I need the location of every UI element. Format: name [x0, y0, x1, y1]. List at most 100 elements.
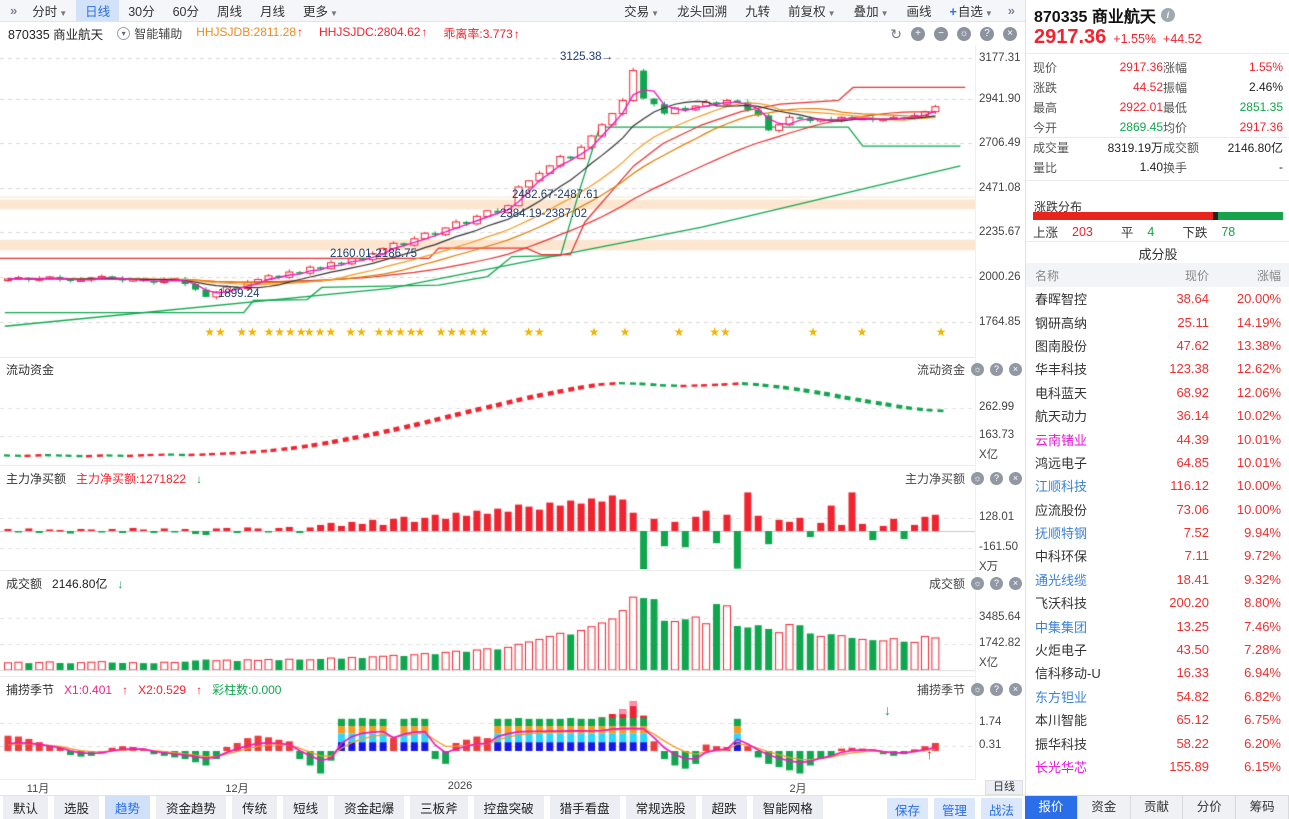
help-icon[interactable]: ? [980, 26, 994, 41]
toolbar-action-1[interactable]: 龙头回溯 [677, 5, 728, 19]
close-icon[interactable]: × [1009, 683, 1022, 696]
constituent-row[interactable]: 长光华芯 155.89 6.15% [1026, 755, 1289, 778]
constituent-row[interactable]: 火炬电子 43.50 7.28% [1026, 638, 1289, 661]
strategy-tab-7[interactable]: 三板斧 [410, 796, 468, 819]
strategy-tab-5[interactable]: 短线 [283, 796, 329, 819]
toolbar-action-5[interactable]: 画线 [906, 5, 932, 19]
gear-icon[interactable]: ☼ [957, 26, 971, 41]
constituent-row[interactable]: 东方钽业 54.82 6.82% [1026, 685, 1289, 708]
toolbar-action-4[interactable]: 叠加 ▼ [853, 5, 889, 19]
expand-right-icon[interactable]: » [1007, 3, 1015, 18]
distribution-count: 78 [1221, 224, 1236, 239]
constituent-row[interactable]: 中科环保 7.11 9.72% [1026, 544, 1289, 567]
toolbar-action-6[interactable]: +自选 ▼ [949, 5, 993, 19]
chart-window-icons: ↻ + − ☼? × [890, 25, 1017, 42]
action-button-1[interactable]: 管理 [933, 798, 975, 819]
constituent-row[interactable]: 航天动力 36.14 10.02% [1026, 404, 1289, 427]
strategy-tab-11[interactable]: 超跌 [701, 796, 747, 819]
constituent-name: 华丰科技 [1035, 362, 1088, 378]
info-icon[interactable]: i [1160, 8, 1175, 22]
close-icon[interactable]: × [1009, 577, 1022, 590]
down-arrow-icon: ↓ [117, 576, 124, 591]
gear-icon[interactable]: ☼ [971, 577, 984, 590]
smart-assist-toggle[interactable]: ▾ 智能辅助 [117, 25, 182, 42]
main-force-chart[interactable] [0, 465, 975, 569]
constituent-row[interactable]: 江顺科技 116.12 10.00% [1026, 474, 1289, 497]
constituent-row[interactable]: 抚顺特钢 7.52 9.94% [1026, 521, 1289, 544]
constituent-row[interactable]: 本川智能 65.12 6.75% [1026, 708, 1289, 731]
gear-icon[interactable]: ☼ [971, 472, 984, 485]
quote-value: 8319.19万 [1107, 140, 1163, 155]
period-tab-5[interactable]: 月线 [260, 5, 286, 19]
help-icon[interactable]: ? [990, 577, 1003, 590]
star-rating-icon: ★★ [523, 325, 545, 339]
strategy-tab-12[interactable]: 智能网格 [752, 796, 823, 819]
zoom-in-icon[interactable]: + [911, 26, 925, 41]
constituent-row[interactable]: 应流股份 73.06 10.00% [1026, 498, 1289, 521]
strategy-tab-3[interactable]: 资金趋势 [156, 796, 227, 819]
help-icon[interactable]: ? [990, 363, 1003, 376]
action-button-0[interactable]: 保存 [886, 798, 928, 819]
price-annotation: 2384.19-2387.02 [500, 208, 587, 220]
distribution-count-label: 下跌 [1182, 226, 1208, 240]
zoom-out-icon[interactable]: − [934, 26, 948, 41]
help-icon[interactable]: ? [990, 683, 1003, 696]
distribution-title: 涨跌分布 [1034, 200, 1083, 214]
refresh-icon[interactable]: ↻ [890, 25, 902, 42]
quote-panel-tab-2[interactable]: 贡献 [1130, 796, 1184, 819]
constituent-row[interactable]: 振华科技 58.22 6.20% [1026, 731, 1289, 754]
strategy-tab-8[interactable]: 控盘突破 [473, 796, 544, 819]
constituent-price: 116.12 [1170, 478, 1209, 494]
quote-panel-tab-3[interactable]: 分价 [1183, 796, 1237, 819]
period-tab-2[interactable]: 30分 [128, 5, 155, 19]
flow-funds-chart[interactable] [0, 357, 975, 464]
constituent-row[interactable]: 鸿远电子 64.85 10.01% [1026, 451, 1289, 474]
fishing-season-chart[interactable] [0, 676, 975, 780]
toolbar-action-3[interactable]: 前复权 ▼ [788, 5, 836, 19]
constituent-row[interactable]: 云南锗业 44.39 10.01% [1026, 427, 1289, 450]
toolbar-action-0[interactable]: 交易 ▼ [624, 5, 660, 19]
strategy-tab-1[interactable]: 选股 [54, 796, 100, 819]
price-annotation: 1899.24 [218, 288, 260, 300]
quote-panel-tab-4[interactable]: 筹码 [1236, 796, 1289, 819]
strategy-tab-10[interactable]: 常规选股 [625, 796, 696, 819]
quote-label: 今开 [1033, 120, 1058, 135]
action-button-2[interactable]: 战法 [980, 798, 1022, 819]
turnover-chart[interactable] [0, 570, 975, 676]
quote-panel-tab-0[interactable]: 报价 [1025, 796, 1078, 819]
period-tab-0[interactable]: 分时 ▼ [32, 5, 68, 19]
gear-icon[interactable]: ☼ [971, 683, 984, 696]
constituent-row[interactable]: 图南股份 47.62 13.38% [1026, 334, 1289, 357]
collapse-left-icon[interactable]: » [10, 3, 18, 18]
toolbar-action-2[interactable]: 九转 [745, 5, 771, 19]
main-price-chart[interactable] [0, 45, 975, 348]
gear-icon[interactable]: ☼ [971, 363, 984, 376]
quote-panel-tab-1[interactable]: 资金 [1077, 796, 1131, 819]
strategy-tab-6[interactable]: 资金起爆 [334, 796, 405, 819]
strategy-tab-2[interactable]: 趋势 [105, 796, 151, 819]
period-tab-6[interactable]: 更多 ▼ [303, 5, 338, 19]
constituent-row[interactable]: 飞沃科技 200.20 8.80% [1026, 591, 1289, 614]
quote-label: 振幅 [1163, 80, 1188, 95]
period-tab-3[interactable]: 60分 [172, 5, 199, 19]
help-icon[interactable]: ? [990, 472, 1003, 485]
constituent-name: 中科环保 [1035, 549, 1088, 565]
constituent-row[interactable]: 中集集团 13.25 7.46% [1026, 614, 1289, 637]
constituent-row[interactable]: 钢研高纳 25.11 14.19% [1026, 310, 1289, 333]
close-icon[interactable]: × [1009, 472, 1022, 485]
constituent-row[interactable]: 信科移动-U 16.33 6.94% [1026, 661, 1289, 684]
period-tab-4[interactable]: 周线 [217, 5, 243, 19]
constituent-row[interactable]: 通光线缆 18.41 9.32% [1026, 568, 1289, 591]
quote-label: 换手 [1163, 160, 1188, 175]
constituent-row[interactable]: 电科蓝天 68.92 12.06% [1026, 381, 1289, 404]
period-indicator-chip[interactable]: 日线 [985, 780, 1023, 795]
strategy-tab-0[interactable]: 默认 [3, 796, 49, 819]
strategy-tab-9[interactable]: 猎手看盘 [549, 796, 620, 819]
close-icon[interactable]: × [1003, 26, 1017, 41]
period-tab-1[interactable]: 日线 [76, 0, 120, 21]
constituent-row[interactable]: 华丰科技 123.38 12.62% [1026, 357, 1289, 380]
close-icon[interactable]: × [1009, 363, 1022, 376]
constituent-row[interactable]: 春晖智控 38.64 20.00% [1026, 287, 1289, 310]
strategy-tab-4[interactable]: 传统 [232, 796, 278, 819]
star-rating-icon: ★ [807, 325, 819, 339]
